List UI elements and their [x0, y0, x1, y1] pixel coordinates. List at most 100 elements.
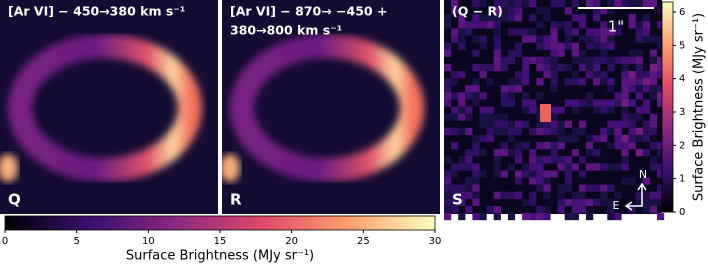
pixel [479, 35, 487, 43]
pixel [550, 71, 558, 79]
pixel [550, 127, 558, 135]
pixel [657, 191, 665, 199]
pixel [529, 14, 537, 22]
compass-e: E [613, 199, 620, 212]
pixel [507, 92, 516, 100]
pixel [642, 106, 650, 114]
pixel [493, 149, 501, 157]
panel-labels: [Ar VI] − 450→380 km s⁻¹ Q [Ar VI] − 870→ … [8, 4, 503, 209]
pixel [444, 184, 452, 192]
pixel [451, 106, 459, 114]
pixel [621, 113, 629, 121]
pixel [621, 163, 629, 171]
pixel [586, 42, 594, 50]
pixel [586, 92, 594, 100]
pixel [444, 205, 452, 214]
pixel [458, 213, 466, 221]
pixel [564, 213, 572, 221]
pixel [444, 78, 452, 86]
colorbar-bottom [4, 215, 436, 231]
pixel [536, 92, 544, 100]
pixel [557, 127, 565, 135]
pixel [479, 113, 487, 121]
pixel [529, 0, 537, 8]
pixel [543, 177, 551, 185]
pixel [649, 78, 658, 86]
pixel [550, 35, 558, 43]
tick-label: 5 [679, 40, 685, 51]
pixel [600, 56, 608, 64]
panel-label: Q [8, 191, 21, 209]
colorbar-label: Surface Brightness (MJy sr⁻¹) [692, 13, 707, 201]
pixel [607, 78, 615, 86]
pixel [550, 21, 558, 29]
pixel [593, 71, 601, 79]
pixel [571, 149, 579, 157]
pixel [543, 156, 551, 164]
pixel [522, 0, 530, 8]
pixel [451, 184, 459, 192]
pixel [578, 35, 587, 43]
pixel [586, 163, 594, 171]
pixel [586, 99, 594, 107]
pixel [607, 205, 615, 214]
pixel [451, 92, 459, 100]
pixel [621, 142, 629, 150]
pixel [642, 0, 650, 8]
pixel [515, 85, 523, 93]
pixel [649, 0, 658, 8]
pixel [451, 205, 459, 214]
pixel [536, 163, 544, 171]
pixel [444, 92, 452, 100]
pixel [543, 184, 551, 192]
pixel [564, 134, 572, 143]
pixel [493, 191, 501, 199]
pixel [557, 142, 565, 150]
pixel [557, 0, 565, 8]
pixel [465, 21, 473, 29]
pixel [479, 42, 487, 50]
pixel [614, 120, 622, 128]
pixel [493, 120, 501, 128]
pixel [493, 35, 501, 43]
pixel [472, 149, 480, 157]
pixel [458, 21, 466, 29]
pixel [507, 134, 516, 143]
pixel [515, 7, 523, 15]
pixel [543, 35, 551, 43]
pixel [593, 28, 601, 36]
pixel [578, 120, 587, 128]
pixel [451, 78, 459, 86]
pixel [649, 142, 658, 150]
pixel [458, 156, 466, 164]
pixel [593, 56, 601, 64]
pixel [536, 78, 544, 86]
pixel [493, 7, 501, 15]
pixel [657, 7, 665, 15]
pixel [493, 213, 501, 221]
pixel [451, 28, 459, 36]
pixel [621, 120, 629, 128]
pixel [536, 156, 544, 164]
colorbar-label: Surface Brightness (MJy sr⁻¹) [126, 249, 314, 264]
panel-r-image [222, 0, 440, 214]
pixel [621, 177, 629, 185]
pixel [628, 142, 636, 150]
pixel [507, 7, 516, 15]
pixel [529, 191, 537, 199]
panel-title: 380→800 km s⁻¹ [230, 23, 342, 38]
pixel [635, 191, 643, 199]
pixel [451, 127, 459, 135]
pixel [578, 63, 587, 72]
pixel [465, 205, 473, 214]
pixel [657, 163, 665, 171]
pixel [593, 14, 601, 22]
pixel [472, 35, 480, 43]
pixel [543, 170, 551, 178]
panel-title: [Ar VI] − 870→ −450 + [230, 4, 387, 19]
tick-label: 2 [679, 140, 685, 151]
pixel [458, 42, 466, 50]
pixel [479, 170, 487, 178]
pixel [507, 49, 516, 57]
pixel [557, 49, 565, 57]
